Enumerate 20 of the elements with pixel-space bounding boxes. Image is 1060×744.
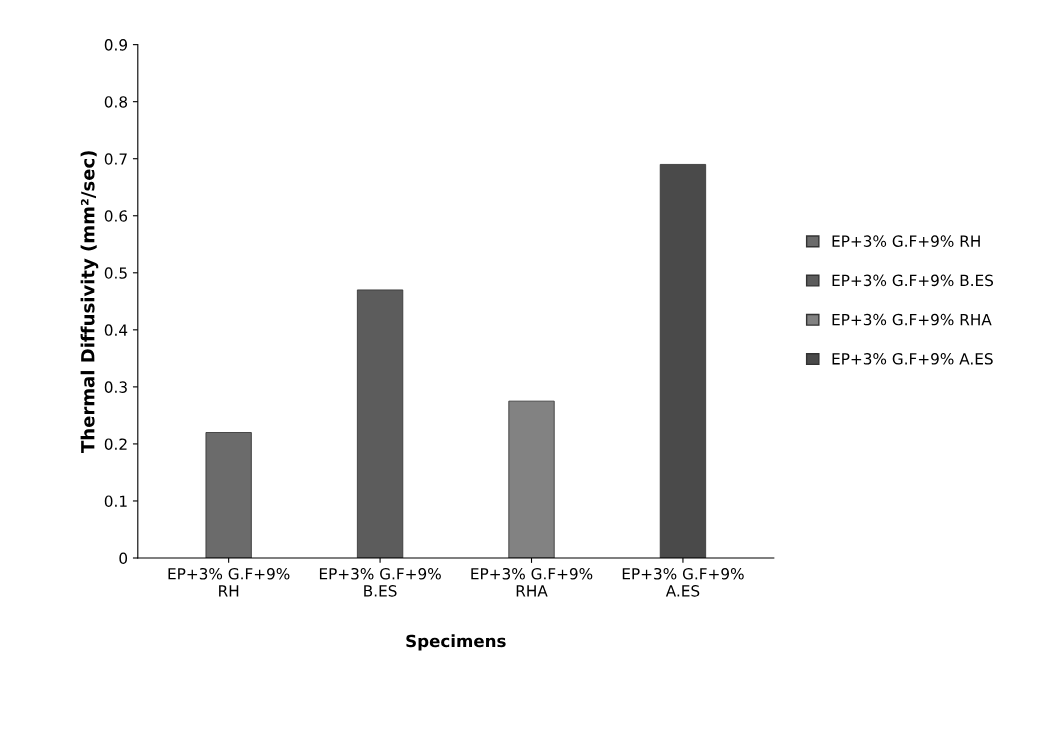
y-tick-label: 0.4 bbox=[104, 324, 128, 336]
y-tick-label: 0.6 bbox=[104, 210, 128, 222]
legend-label: EP+3% G.F+9% RHA bbox=[832, 313, 992, 326]
y-tick-label: 0 bbox=[119, 552, 128, 565]
x-tick-label: EP+3% G.F+9% RHA bbox=[471, 567, 593, 597]
y-axis-title: Thermal Diffusivity (mm²/sec) bbox=[80, 151, 99, 453]
y-tick-label: 0.9 bbox=[104, 39, 127, 51]
y-tick-label: 0.2 bbox=[104, 438, 127, 450]
y-tick-label: 0.3 bbox=[104, 381, 127, 393]
legend-label: EP+3% G.F+9% B.ES bbox=[832, 274, 994, 287]
y-tick-label: 0.8 bbox=[104, 96, 128, 108]
x-axis-title: Specimens bbox=[406, 634, 506, 651]
y-tick-label: 0.7 bbox=[104, 153, 127, 165]
y-tick-label: 0.5 bbox=[104, 267, 127, 279]
legend-label: EP+3% G.F+9% A.ES bbox=[832, 353, 993, 365]
x-tick-label: EP+3% G.F+9% B.ES bbox=[319, 567, 441, 597]
y-tick-label: 0.1 bbox=[104, 495, 127, 507]
x-tick-label: EP+3% G.F+9% A.ES bbox=[622, 567, 744, 597]
legend-label: EP+3% G.F+9% RH bbox=[832, 235, 980, 247]
x-tick-label: EP+3% G.F+9% RH bbox=[168, 567, 290, 597]
